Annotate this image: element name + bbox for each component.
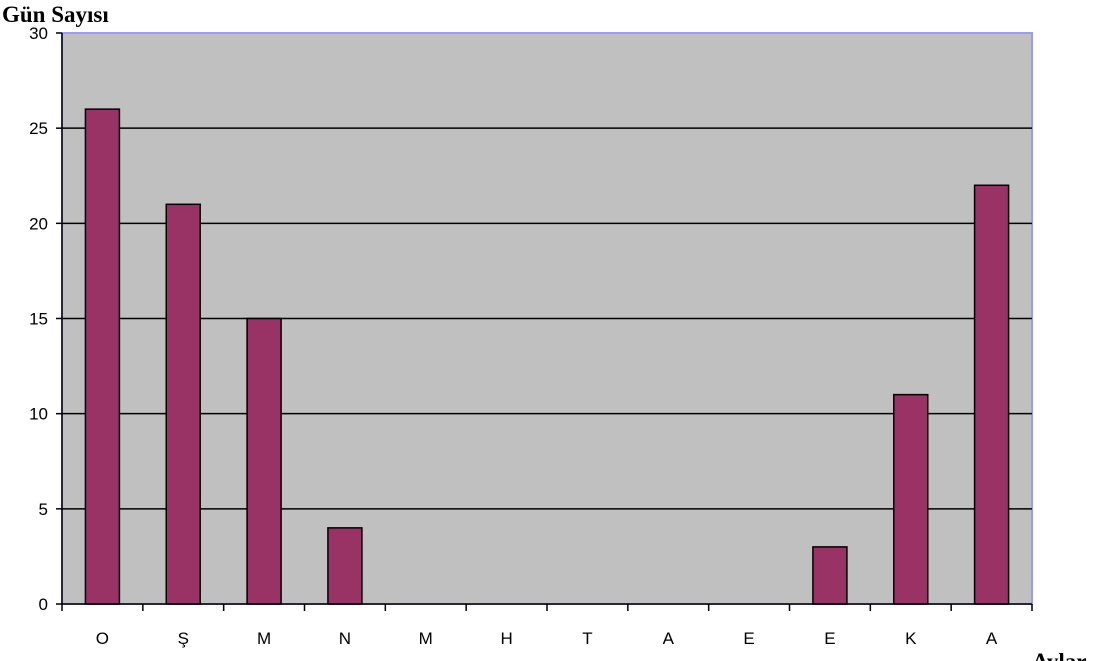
y-tick-label: 10	[29, 405, 48, 424]
y-tick-label: 5	[39, 500, 48, 519]
y-tick-label: 0	[39, 595, 48, 614]
x-tick-label: A	[986, 629, 998, 648]
x-tick-label: A	[663, 629, 675, 648]
y-tick-label: 20	[29, 214, 48, 233]
bar	[893, 393, 929, 605]
x-tick-label: M	[419, 629, 433, 648]
x-tick-label: E	[743, 629, 754, 648]
bar	[327, 527, 363, 605]
x-tick-label: N	[339, 629, 351, 648]
bar	[165, 203, 201, 605]
y-tick-labels: 0 5 10 15 20 25 30	[29, 24, 48, 614]
y-axis-title: Gün Sayısı	[2, 2, 109, 27]
x-tick-label: H	[500, 629, 512, 648]
x-tick-label: E	[824, 629, 835, 648]
x-tick-label: O	[96, 629, 109, 648]
x-axis-title: Aylar	[1032, 649, 1087, 661]
y-tick-label: 30	[29, 24, 48, 43]
bar	[246, 317, 282, 605]
axes	[56, 32, 1033, 611]
y-tick-label: 15	[29, 310, 48, 329]
x-tick-label: M	[257, 629, 271, 648]
x-tick-label: T	[582, 629, 592, 648]
x-tick-label: Ş	[178, 629, 189, 648]
bar	[812, 546, 848, 605]
bars	[84, 108, 1010, 605]
bar	[973, 184, 1010, 605]
x-tick-label: K	[905, 629, 917, 648]
y-tick-label: 25	[29, 119, 48, 138]
gridlines	[62, 127, 1032, 510]
bar	[84, 108, 121, 605]
